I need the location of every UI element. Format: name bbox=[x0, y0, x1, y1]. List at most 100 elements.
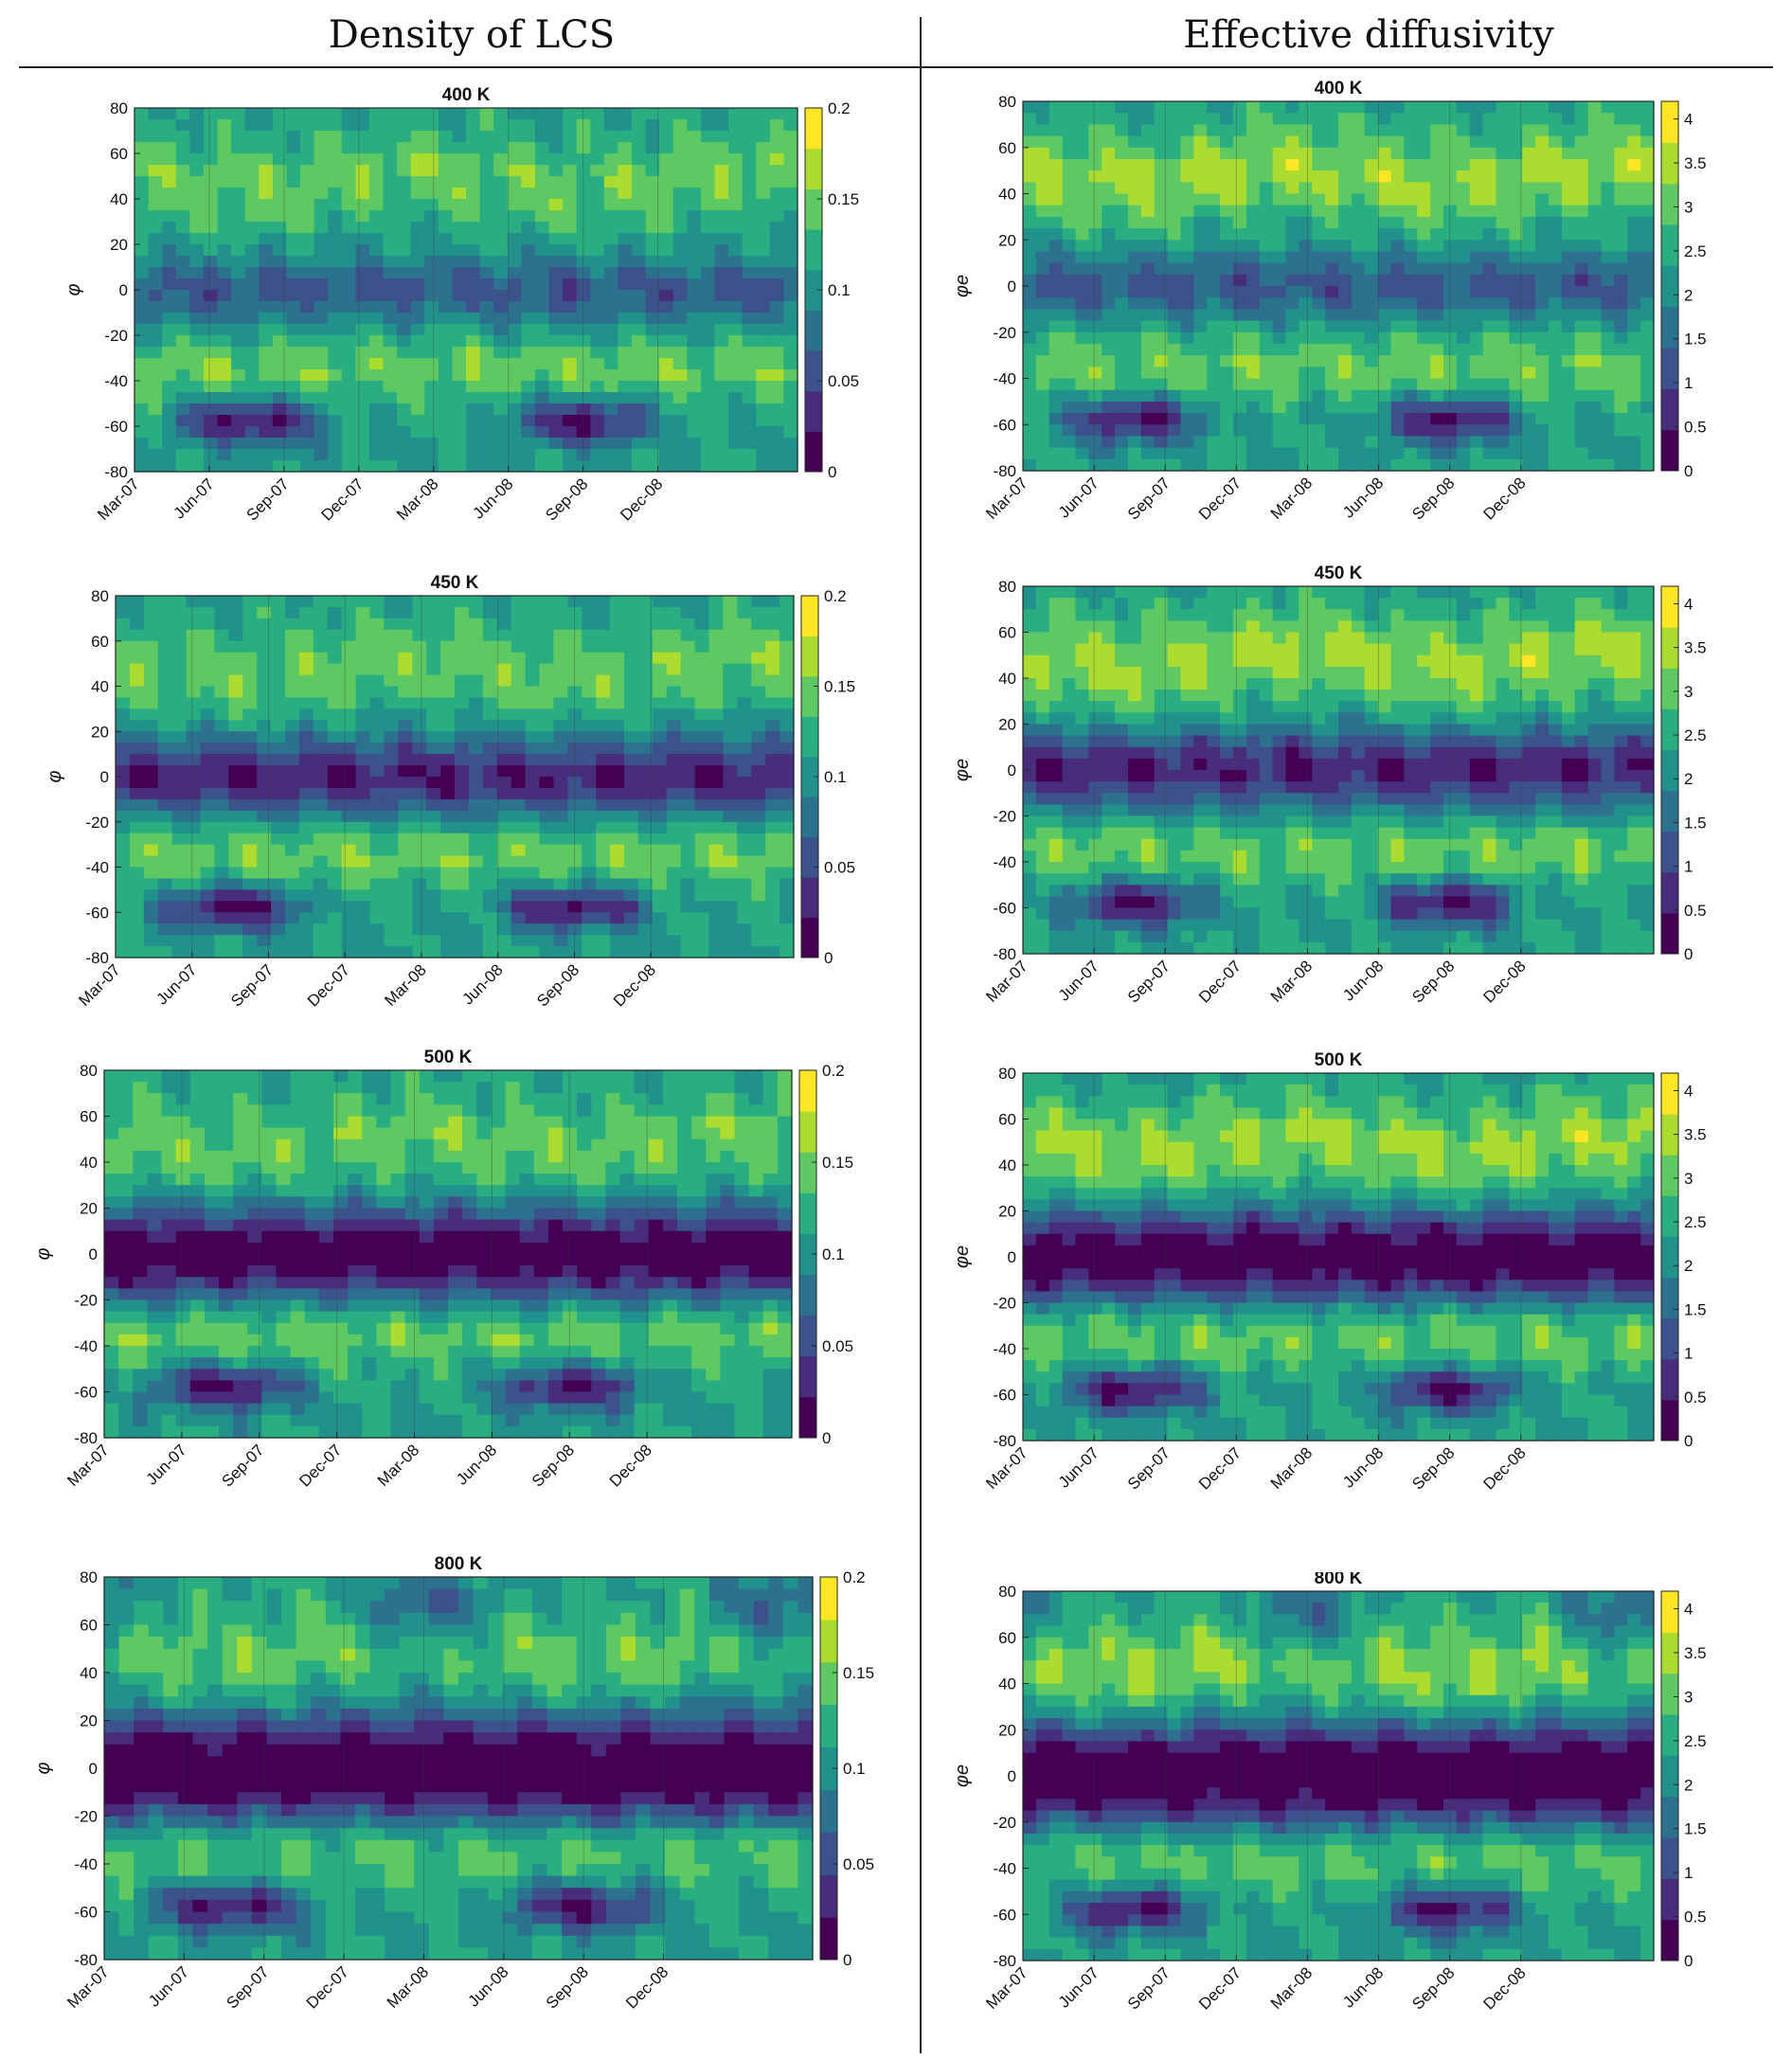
heatmap-cell bbox=[1193, 424, 1208, 438]
heatmap-cell bbox=[1482, 240, 1497, 253]
heatmap-cell bbox=[1035, 436, 1050, 449]
heatmap-cell bbox=[1417, 251, 1431, 264]
heatmap-cell bbox=[1140, 320, 1156, 333]
heatmap-cell bbox=[1377, 424, 1392, 438]
heatmap-cell bbox=[493, 335, 509, 348]
heatmap-cell bbox=[1338, 297, 1353, 310]
heatmap-cell bbox=[563, 301, 578, 313]
heatmap-cell bbox=[1075, 896, 1089, 909]
heatmap-cell bbox=[1390, 101, 1405, 114]
heatmap-cell bbox=[742, 278, 757, 291]
heatmap-cell bbox=[272, 347, 288, 359]
heatmap-cell bbox=[723, 697, 738, 709]
heatmap-cell bbox=[1496, 447, 1510, 460]
heatmap-cell bbox=[384, 878, 399, 890]
heatmap-cell bbox=[603, 347, 619, 359]
heatmap-cell bbox=[576, 438, 591, 450]
heatmap-cell bbox=[624, 777, 639, 789]
heatmap-cell bbox=[783, 131, 798, 143]
heatmap-cell bbox=[610, 765, 625, 778]
heatmap-cell bbox=[452, 176, 467, 188]
heatmap-cell bbox=[1338, 436, 1353, 449]
heatmap-cell bbox=[714, 119, 729, 132]
heatmap-cell bbox=[1312, 113, 1326, 125]
heatmap-cell bbox=[129, 777, 145, 789]
heatmap-cell bbox=[157, 697, 173, 709]
heatmap-cell bbox=[687, 278, 702, 291]
heatmap-cell bbox=[1154, 436, 1169, 449]
heatmap-cell bbox=[1377, 182, 1392, 195]
chart-title: 400 K bbox=[442, 85, 491, 105]
heatmap-cell bbox=[368, 415, 385, 427]
heatmap-cell bbox=[242, 618, 258, 631]
heatmap-cell bbox=[1574, 297, 1589, 310]
heatmap-cell bbox=[567, 798, 582, 812]
heatmap-cell bbox=[582, 844, 597, 857]
heatmap-cell bbox=[1128, 343, 1142, 356]
heatmap-cell bbox=[217, 278, 232, 291]
heatmap-cell bbox=[1404, 182, 1418, 195]
heatmap-cell bbox=[1128, 182, 1142, 195]
heatmap-cell bbox=[637, 878, 654, 890]
heatmap-cell bbox=[298, 946, 314, 958]
heatmap-cell bbox=[1102, 158, 1116, 171]
heatmap-cell bbox=[162, 267, 177, 279]
heatmap-cell bbox=[397, 119, 412, 132]
heatmap-cell bbox=[355, 855, 371, 869]
heatmap-cell bbox=[610, 821, 625, 834]
heatmap-cell bbox=[368, 267, 385, 279]
heatmap-cell bbox=[1338, 182, 1353, 195]
heatmap-cell bbox=[369, 878, 385, 890]
heatmap-cell bbox=[369, 765, 385, 778]
heatmap-cell bbox=[1180, 170, 1194, 183]
heatmap-cell bbox=[148, 392, 163, 404]
heatmap-cell bbox=[582, 663, 597, 676]
heatmap-cell bbox=[666, 720, 682, 732]
heatmap-cell bbox=[1023, 919, 1037, 932]
heatmap-cell bbox=[737, 596, 752, 608]
heatmap-cell bbox=[687, 165, 702, 177]
x-tick-label: Sep-08 bbox=[1408, 474, 1458, 523]
heatmap-cell bbox=[563, 415, 578, 427]
heatmap-cell bbox=[637, 686, 654, 699]
heatmap-cell bbox=[666, 743, 682, 755]
heatmap-cell bbox=[708, 640, 725, 654]
heatmap-cell bbox=[548, 108, 564, 120]
heatmap-cell bbox=[694, 743, 710, 755]
heatmap-cell bbox=[1285, 309, 1299, 322]
heatmap-cell bbox=[765, 946, 780, 958]
heatmap-cell bbox=[1456, 216, 1471, 229]
heatmap-cell bbox=[525, 618, 541, 631]
heatmap-cell bbox=[1469, 297, 1484, 310]
heatmap-cell bbox=[1312, 205, 1326, 218]
heatmap-cell bbox=[680, 889, 696, 902]
heatmap-cell bbox=[452, 358, 467, 370]
heatmap-cell bbox=[1285, 436, 1299, 449]
heatmap-cell bbox=[148, 256, 163, 268]
heatmap-cell bbox=[751, 663, 766, 676]
heatmap-cell bbox=[217, 142, 232, 154]
heatmap-cell bbox=[257, 754, 272, 766]
heatmap-cell bbox=[632, 290, 647, 302]
heatmap-cell bbox=[162, 210, 177, 223]
heatmap-cell bbox=[1035, 850, 1050, 863]
heatmap-cell bbox=[680, 606, 696, 619]
heatmap-cell bbox=[272, 165, 288, 177]
heatmap-cell bbox=[1430, 297, 1444, 310]
heatmap-cell bbox=[632, 449, 647, 461]
heatmap-cell bbox=[1549, 286, 1563, 298]
heatmap-cell bbox=[1180, 297, 1194, 310]
heatmap-cell bbox=[479, 153, 494, 166]
heatmap-cell bbox=[479, 449, 494, 461]
heatmap-cell bbox=[200, 731, 216, 743]
heatmap-cell bbox=[1207, 101, 1221, 114]
heatmap-cell bbox=[424, 347, 439, 359]
heatmap-cell bbox=[148, 335, 163, 348]
heatmap-cell bbox=[672, 199, 688, 211]
heatmap-cell bbox=[1207, 424, 1221, 438]
heatmap-cell bbox=[1180, 424, 1194, 438]
heatmap-cell bbox=[1233, 101, 1247, 114]
heatmap-cell bbox=[1048, 712, 1064, 725]
heatmap-cell bbox=[1220, 343, 1234, 356]
